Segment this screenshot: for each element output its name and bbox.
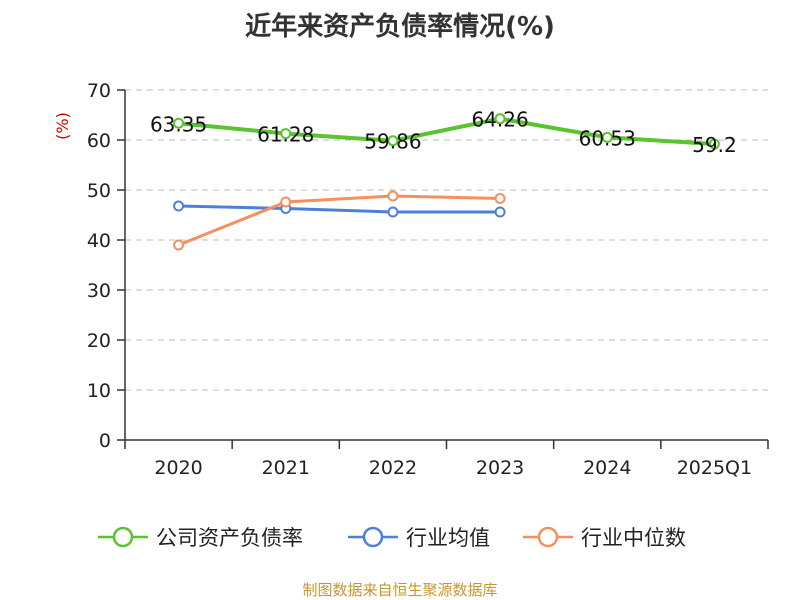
y-tick-label: 10 (87, 380, 111, 402)
data-point (387, 135, 399, 147)
data-point (708, 138, 720, 150)
x-tick-label: 2023 (476, 457, 524, 479)
legend-marker (112, 526, 134, 548)
y-tick-label: 20 (87, 330, 111, 352)
source-note: 制图数据来自恒生聚源数据库 (302, 581, 498, 599)
y-tick-label: 70 (87, 80, 111, 102)
data-point (173, 200, 185, 212)
x-tick-label: 2021 (262, 457, 310, 479)
data-point (173, 117, 185, 129)
legend-label: 行业中位数 (581, 526, 686, 550)
data-label: 64.26 (471, 108, 528, 132)
x-tick-label: 2024 (583, 457, 631, 479)
legend-label: 公司资产负债率 (156, 526, 303, 550)
y-tick-label: 40 (87, 230, 111, 252)
y-axis-label: (%) (53, 112, 72, 140)
data-point (387, 190, 399, 202)
data-point (601, 131, 613, 143)
data-label: 61.28 (257, 123, 314, 147)
y-tick-label: 0 (99, 430, 111, 452)
series-line (177, 204, 502, 214)
legend-item: 公司资产负债率 (98, 526, 303, 550)
x-tick-label: 2022 (369, 457, 417, 479)
legend-label: 行业均值 (406, 526, 490, 550)
series-lines (173, 113, 720, 251)
legend-marker (362, 526, 384, 548)
data-point (494, 206, 506, 218)
grid-lines (125, 89, 768, 391)
data-point (173, 239, 185, 251)
y-tick-label: 60 (87, 130, 111, 152)
data-label: 59.86 (364, 130, 421, 154)
data-point (494, 193, 506, 204)
axes: 0 10 20 30 40 50 60 70 2020 2021 2022 2023 2024 2025Q… (53, 80, 769, 479)
y-tick-label: 50 (87, 180, 111, 202)
legend-item: 行业中位数 (523, 526, 686, 550)
legend-item: 行业均值 (348, 526, 490, 550)
y-tick-label: 30 (87, 280, 111, 302)
series-line (177, 194, 502, 247)
data-label: 59.2 (692, 133, 737, 157)
data-label: 60.53 (579, 126, 636, 150)
series-line (176, 116, 717, 146)
chart-title: 近年来资产负债率情况(%) (245, 12, 555, 42)
data-label: 63.35 (150, 112, 207, 136)
x-tick-label: 2020 (154, 457, 202, 479)
data-labels: 63.35 61.28 59.86 64.26 60.53 59.2 (150, 108, 737, 157)
data-point (494, 113, 506, 125)
x-tick-label: 2025Q1 (677, 457, 752, 479)
legend: 公司资产负债率 行业均值 行业中位数 (98, 526, 686, 550)
data-point (387, 206, 399, 218)
data-point (280, 196, 292, 208)
data-point (280, 128, 292, 140)
legend-marker (537, 526, 559, 548)
